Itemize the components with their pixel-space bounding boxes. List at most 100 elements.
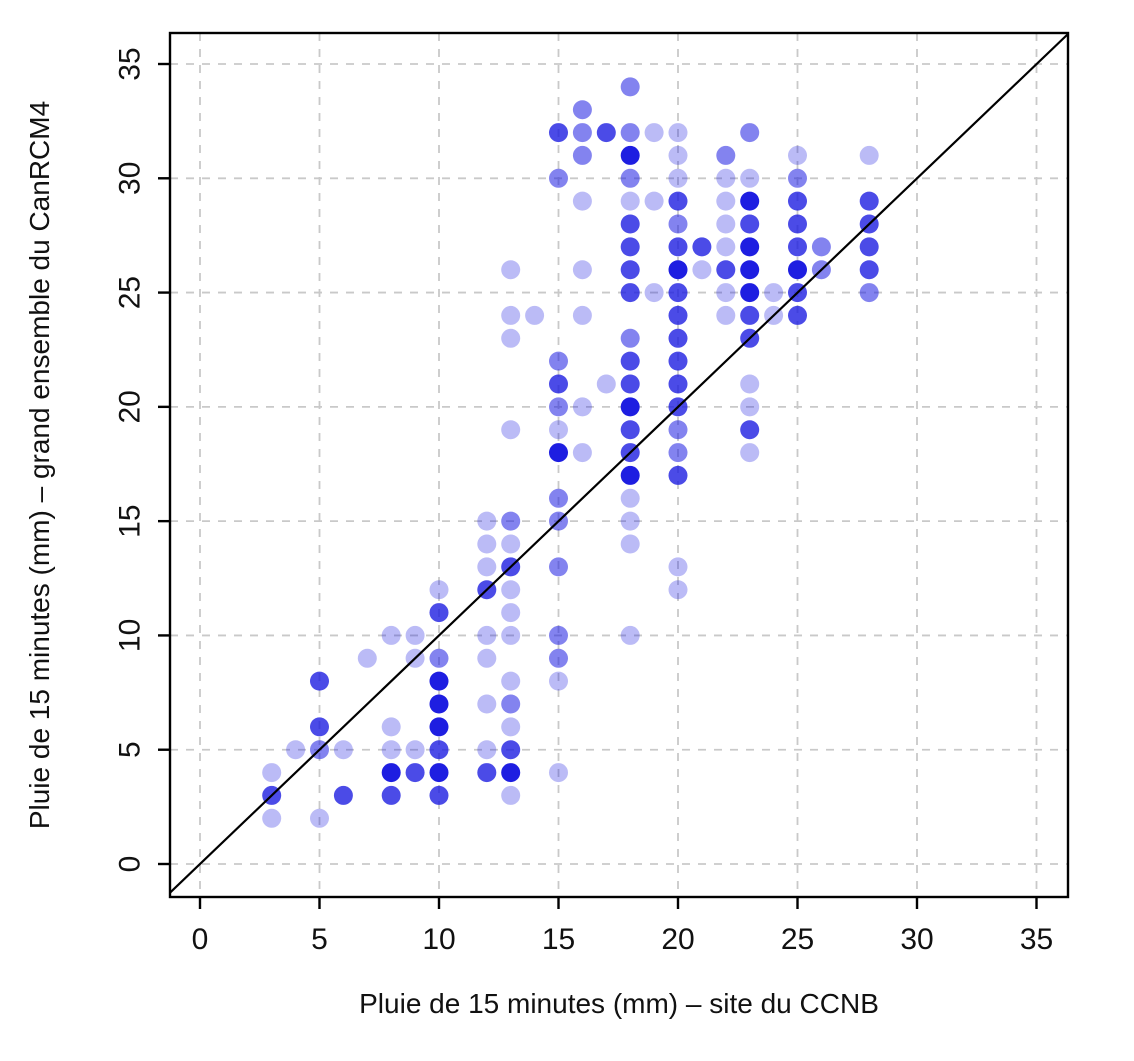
data-point — [811, 237, 831, 257]
y-tick-label: 0 — [114, 856, 147, 873]
data-point — [477, 694, 497, 714]
data-point — [620, 488, 640, 508]
data-point — [668, 191, 688, 211]
data-point — [310, 671, 329, 691]
data-point — [740, 168, 760, 188]
y-tick-label: 15 — [114, 504, 147, 537]
data-point — [620, 214, 640, 234]
data-point — [286, 740, 306, 760]
data-point — [429, 671, 449, 691]
data-point — [429, 603, 449, 623]
data-point — [501, 305, 521, 325]
data-point — [381, 625, 401, 645]
data-point — [740, 260, 760, 280]
data-point — [549, 374, 568, 394]
data-point — [596, 123, 616, 143]
data-point — [501, 785, 521, 805]
data-point — [668, 557, 688, 577]
data-point — [740, 443, 760, 463]
data-point — [429, 648, 449, 668]
data-point — [549, 123, 568, 143]
x-tick-label: 10 — [422, 923, 455, 956]
data-point — [572, 145, 592, 165]
data-point — [572, 260, 592, 280]
data-point — [381, 717, 401, 737]
data-point — [501, 625, 521, 645]
data-point — [716, 283, 736, 303]
data-point — [740, 374, 760, 394]
data-point — [381, 785, 401, 805]
x-axis-title: Pluie de 15 minutes (mm) – site du CCNB — [359, 988, 879, 1019]
data-point — [572, 191, 592, 211]
data-point — [596, 374, 616, 394]
data-point — [501, 717, 521, 737]
data-point — [668, 237, 688, 257]
data-point — [501, 603, 521, 623]
data-point — [501, 420, 521, 440]
data-point — [668, 328, 688, 348]
y-tick-label: 20 — [114, 390, 147, 423]
data-point — [740, 420, 760, 440]
x-tick-label: 5 — [311, 923, 328, 956]
data-point — [501, 328, 521, 348]
data-point — [644, 123, 664, 143]
data-point — [788, 237, 807, 257]
data-point — [525, 305, 545, 325]
data-point — [716, 145, 736, 165]
data-point — [859, 260, 879, 280]
data-point — [788, 305, 807, 325]
data-point — [788, 260, 807, 280]
data-point — [549, 763, 568, 783]
data-point — [644, 283, 664, 303]
y-tick-label: 30 — [114, 162, 147, 195]
data-point — [262, 763, 282, 783]
y-tick-label: 5 — [114, 741, 147, 758]
data-point — [501, 763, 521, 783]
data-point — [788, 191, 807, 211]
data-point — [668, 420, 688, 440]
data-point — [381, 763, 401, 783]
data-point — [501, 694, 521, 714]
data-point — [549, 397, 568, 417]
data-point — [620, 420, 640, 440]
y-tick-label: 35 — [114, 47, 147, 80]
plot-border — [168, 31, 1070, 899]
data-point — [549, 557, 568, 577]
data-point — [668, 260, 688, 280]
data-point — [620, 465, 640, 485]
data-point — [668, 123, 688, 143]
data-point — [429, 763, 449, 783]
data-point — [620, 397, 640, 417]
data-point — [501, 740, 521, 760]
data-point — [668, 351, 688, 371]
data-point — [501, 580, 521, 600]
data-point — [572, 397, 592, 417]
data-point — [620, 625, 640, 645]
data-point — [310, 808, 329, 828]
y-tick-label: 10 — [114, 619, 147, 652]
y-tick-label: 25 — [114, 276, 147, 309]
data-point — [429, 740, 449, 760]
data-point — [333, 785, 353, 805]
data-point — [405, 763, 425, 783]
data-point — [668, 305, 688, 325]
data-point — [620, 534, 640, 554]
data-point — [572, 123, 592, 143]
data-point — [740, 214, 760, 234]
data-point — [644, 191, 664, 211]
data-point — [620, 145, 640, 165]
data-point — [310, 717, 329, 737]
x-tick-label: 30 — [900, 923, 933, 956]
data-point — [764, 283, 784, 303]
identity-line — [169, 33, 1069, 894]
x-tick-label: 0 — [192, 923, 209, 956]
data-point — [740, 191, 760, 211]
data-point — [692, 260, 712, 280]
data-point — [429, 785, 449, 805]
data-point — [668, 465, 688, 485]
data-point — [740, 237, 760, 257]
data-point — [620, 237, 640, 257]
x-tick-label: 25 — [781, 923, 814, 956]
